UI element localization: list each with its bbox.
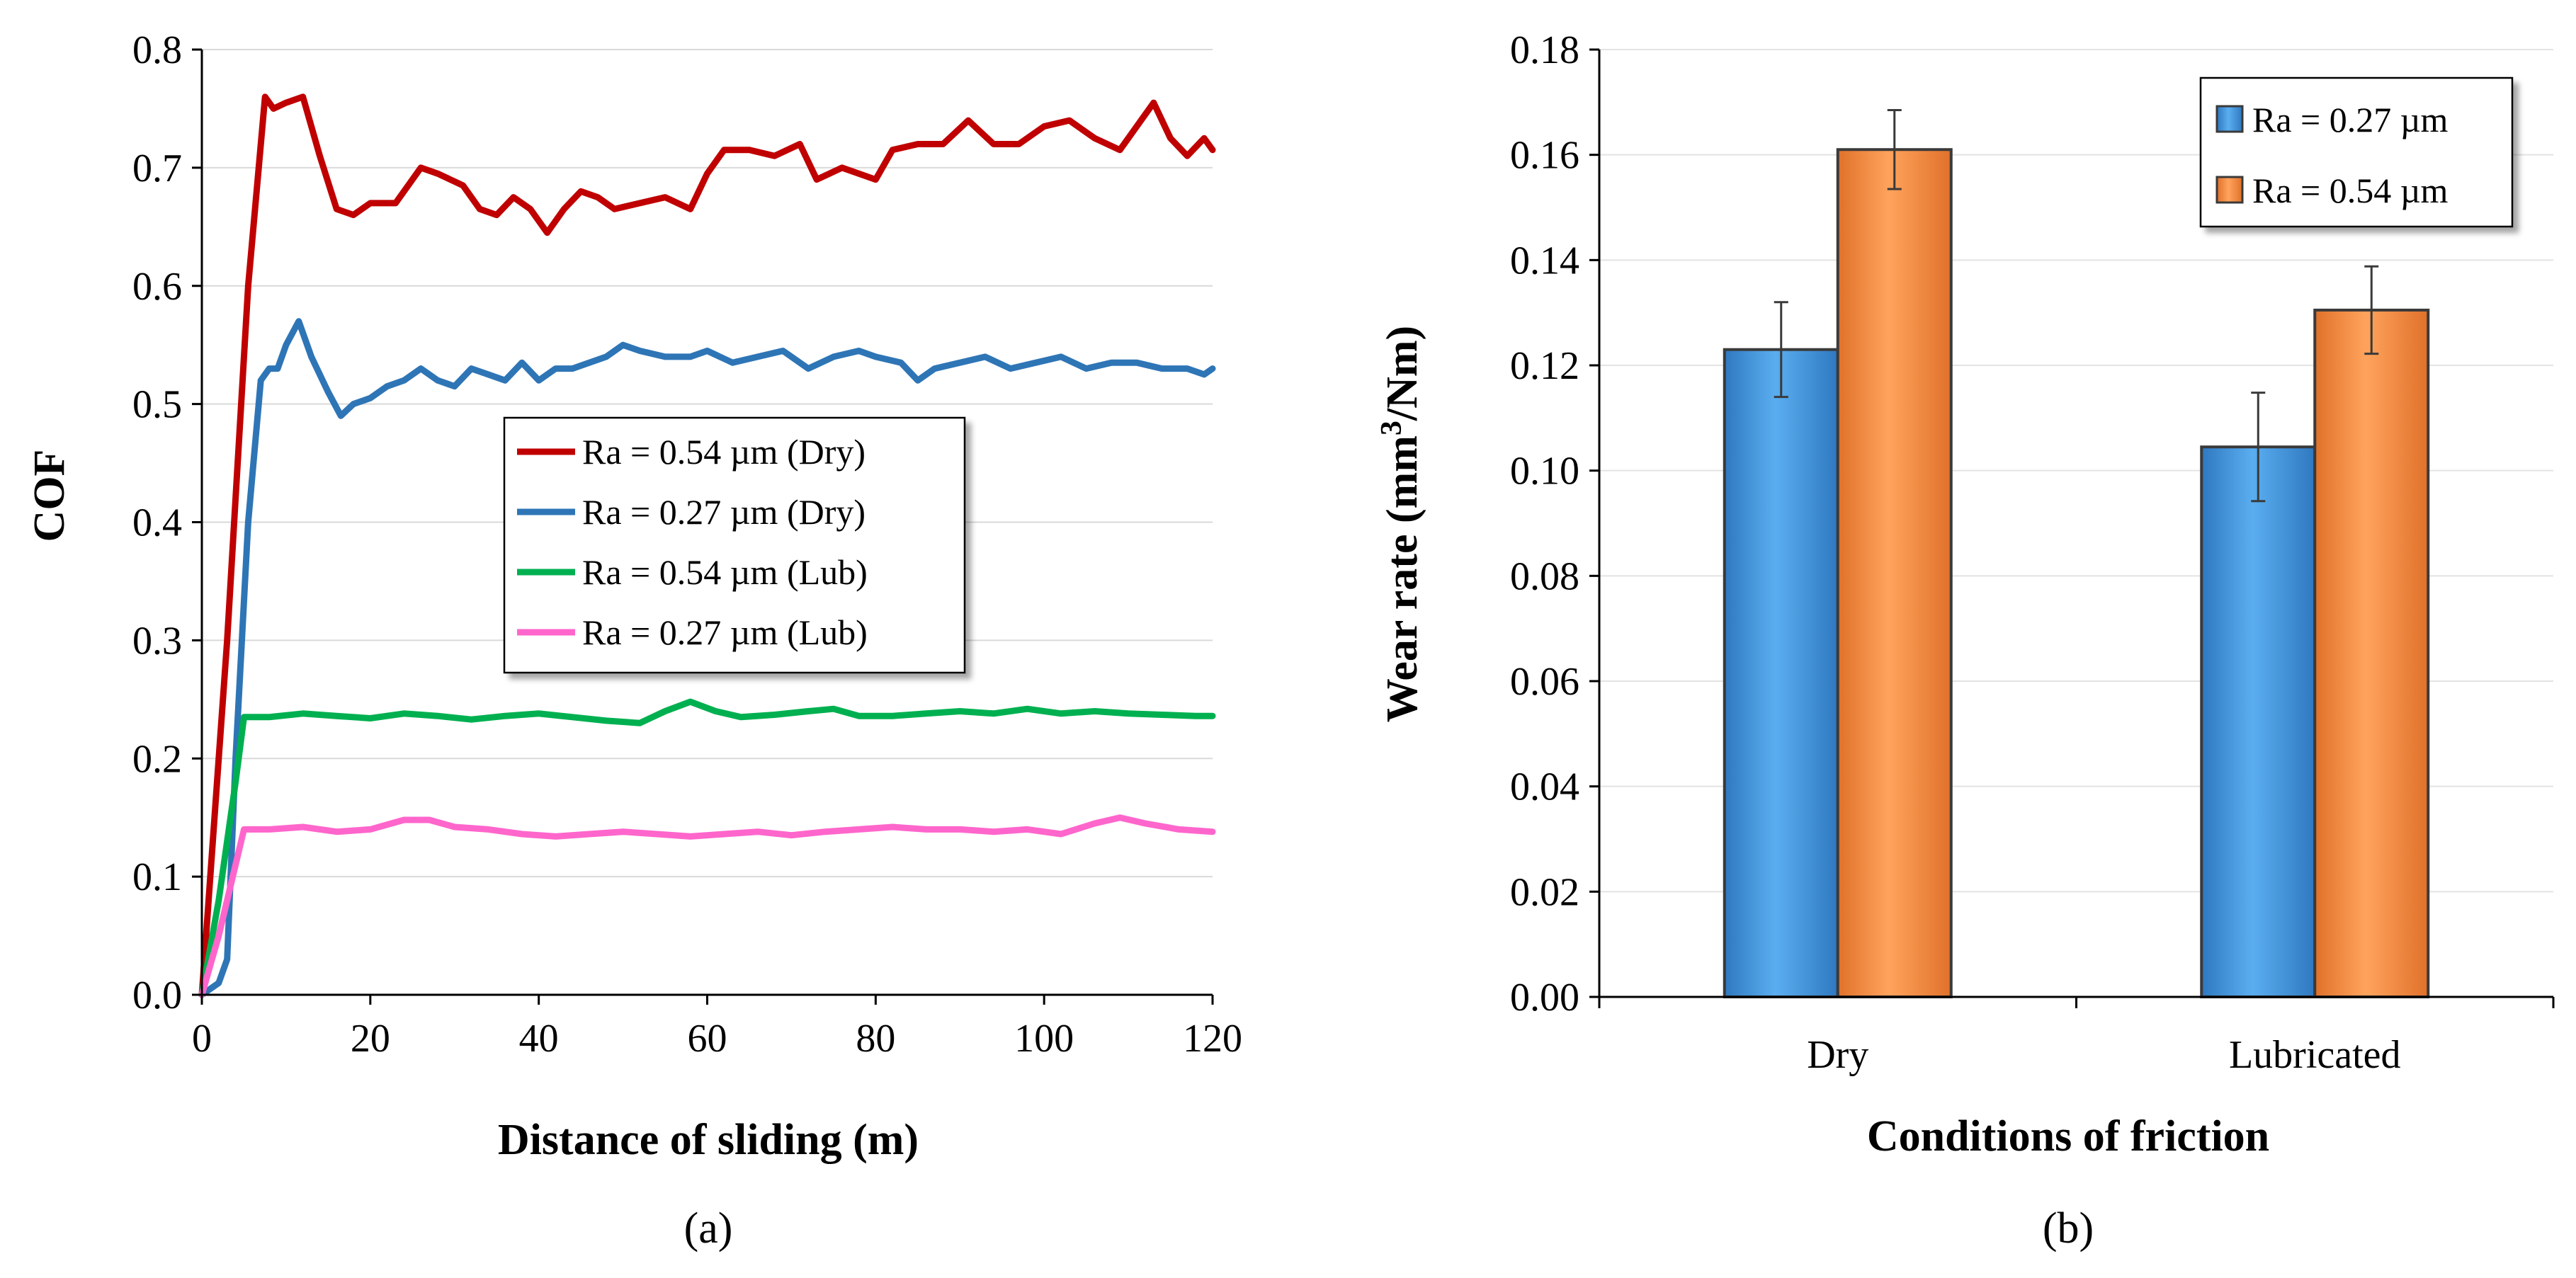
panel-b-bar-lubricated-ra-0-27-m [2200, 445, 2317, 998]
panel-b-legend-box [2199, 76, 2514, 228]
panel-a-x-tick-label: 120 [1183, 1017, 1242, 1061]
panel-a-series-line-ra-0-54-m-dry [198, 93, 1216, 998]
panel-b-y-tick-label: 0.08 [1510, 554, 1579, 598]
panel-b-y-tick-label: 0.10 [1510, 450, 1579, 493]
panel-b-legend-swatch-ra-0-54-m [2215, 176, 2244, 204]
panel-b-bar-dry-ra-0-27-m [1723, 348, 1839, 998]
panel-b-x-axis-title: Conditions of friction [1867, 1112, 2269, 1160]
panel-b-y-axis-title: Wear rate (mm3/Nm) [1375, 326, 1426, 722]
panel-a-x-tick-label: 0 [192, 1017, 212, 1061]
panel-a-y-tick-label: 0.6 [132, 265, 182, 309]
panel-b-y-tick-label: 0.16 [1510, 134, 1579, 178]
panel-a-y-tick-label: 0.7 [132, 147, 182, 190]
panel-b-category-label-lubricated: Lubricated [2229, 1033, 2401, 1077]
panel-a-legend-label-ra-0-54-m-dry: Ra = 0.54 µm (Dry) [582, 432, 866, 472]
panel-b-legend-swatch-ra-0-27-m [2215, 105, 2244, 133]
panel-a-legend-label-ra-0-27-m-dry: Ra = 0.27 µm (Dry) [582, 492, 866, 532]
panel-a-legend: Ra = 0.54 µm (Dry) Ra = 0.27 µm (Dry) Ra =… [503, 416, 966, 674]
panel-b-axes [1589, 48, 2555, 1008]
panel-a-x-tick-label: 40 [519, 1017, 559, 1061]
panel-b-y-tick-label: 0.18 [1510, 28, 1579, 72]
panel-a-series-line-ra-0-27-m-dry [198, 318, 1216, 998]
panel-b-y-axis-title-suffix: /Nm) [1378, 326, 1426, 421]
panel-a-series [198, 93, 1216, 998]
panel-b-y-axis-title-superscript: 3 [1375, 421, 1408, 435]
panel-a-y-tick-label: 0.3 [132, 619, 182, 663]
panel-b-y-tick-label: 0.06 [1510, 660, 1579, 704]
panel-b-legend: Ra = 0.27 µm Ra = 0.54 µm [2199, 76, 2514, 228]
panel-a-tick-labels: 0.0 0.1 0.2 0.3 0.4 0.5 0.6 0.7 0.8 0 20 40 60 80 100 1… [132, 28, 1242, 1061]
panel-b-y-tick-label: 0.00 [1510, 976, 1579, 1020]
panel-b-tick-labels: 0.00 0.02 0.04 0.06 0.08 0.10 0.12 0.14 0.16 0.18… [1510, 28, 2401, 1077]
panel-a-axes [192, 48, 1214, 1005]
panel-a-series-line-ra-0-54-m-lub [198, 698, 1216, 998]
panel-b-y-tick-label: 0.04 [1510, 765, 1579, 809]
panel-a-legend-box [503, 416, 966, 674]
panel-b-y-tick-label: 0.12 [1510, 344, 1579, 388]
panel-a-y-tick-label: 0.1 [132, 855, 182, 899]
panel-a-legend-label-ra-0-54-m-lub: Ra = 0.54 µm (Lub) [582, 552, 868, 592]
panel-b-y-tick-label: 0.02 [1510, 870, 1579, 914]
panel-a-label: (a) [684, 1204, 733, 1253]
panel-a-y-tick-label: 0.8 [132, 28, 182, 72]
panel-a-y-tick-label: 0.4 [132, 501, 182, 545]
panel-b-legend-label-ra-0-54-m: Ra = 0.54 µm [2252, 171, 2449, 210]
panel-a-x-tick-label: 20 [351, 1017, 390, 1061]
panel-b-bar-lubricated-ra-0-54-m [2313, 308, 2430, 998]
panel-a-y-tick-label: 0.5 [132, 383, 182, 427]
panel-a-x-tick-label: 100 [1014, 1017, 1074, 1061]
panel-b-bars [1723, 108, 2430, 999]
panel-a-y-tick-label: 0.2 [132, 737, 182, 781]
panel-a-x-axis-title: Distance of sliding (m) [498, 1116, 919, 1164]
panel-a-y-axis-title: COF [25, 450, 74, 542]
panel-b-y-axis-title-prefix: Wear rate (mm [1378, 435, 1426, 722]
panel-a-legend-label-ra-0-27-m-lub: Ra = 0.27 µm (Lub) [582, 612, 868, 652]
panel-a-x-tick-label: 60 [688, 1017, 727, 1061]
panel-b-bar-dry-ra-0-54-m [1836, 148, 1953, 999]
panel-b-bar-chart: 0.00 0.02 0.04 0.06 0.08 0.10 0.12 0.14 0.16 0.18… [1375, 28, 2555, 1253]
panel-b-legend-label-ra-0-27-m: Ra = 0.27 µm [2252, 100, 2449, 139]
panel-b-y-tick-label: 0.14 [1510, 239, 1579, 283]
panel-b-label: (b) [2043, 1204, 2094, 1253]
panel-b-category-label-dry: Dry [1807, 1033, 1868, 1077]
panel-a-y-tick-label: 0.0 [132, 974, 182, 1017]
panel-a-series-line-ra-0-27-m-lub [198, 814, 1216, 998]
panel-a-x-tick-label: 80 [856, 1017, 895, 1061]
panel-a-line-chart: 0.0 0.1 0.2 0.3 0.4 0.5 0.6 0.7 0.8 0 20 40 60 80 100 1… [25, 28, 1242, 1253]
